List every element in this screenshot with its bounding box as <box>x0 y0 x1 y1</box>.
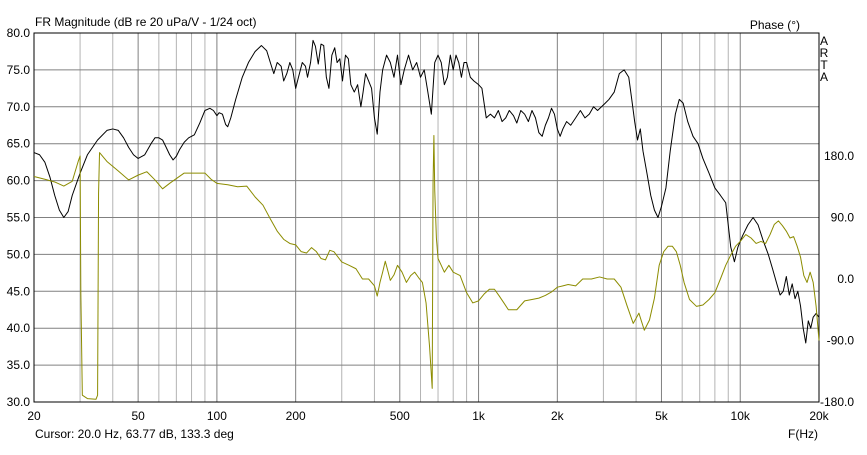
y-tick-label: 30.0 <box>7 395 31 409</box>
x-tick-label: 20k <box>809 409 829 423</box>
y-tick-label: 55.0 <box>7 211 31 225</box>
y-tick-label: 60.0 <box>7 174 31 188</box>
x-tick-label: 100 <box>207 409 227 423</box>
x-axis-ticks: 20 50 100 200 500 1k 2k 5k 10k 20k <box>27 409 829 423</box>
phase-tick-label: 0.0 <box>837 272 854 286</box>
plot-frame <box>33 32 820 403</box>
phase-series-line <box>33 135 820 400</box>
phase-axis-title: Phase (°) <box>750 18 800 32</box>
phase-tick-label: 180.0 <box>824 149 854 163</box>
y-tick-label: 40.0 <box>7 321 31 335</box>
y-tick-label: 80.0 <box>7 26 31 40</box>
x-tick-label: 20 <box>27 409 41 423</box>
x-tick-label: 50 <box>131 409 145 423</box>
magnitude-series-line <box>33 39 820 344</box>
y-tick-label: 45.0 <box>7 284 31 298</box>
x-tick-label: 2k <box>551 409 565 423</box>
x-tick-label: 10k <box>731 409 751 423</box>
cursor-readout: Cursor: 20.0 Hz, 63.77 dB, 133.3 deg <box>35 427 234 441</box>
phase-axis-ticks: 180.0 90.0 0.0 -90.0 -180.0 <box>820 149 854 409</box>
vendor-letter: R <box>820 46 829 60</box>
y-tick-label: 70.0 <box>7 100 31 114</box>
y-axis-ticks: 30.0 35.0 40.0 45.0 50.0 55.0 60.0 65.0 70.0 75.0… <box>7 26 31 409</box>
phase-tick-label: -90.0 <box>827 334 855 348</box>
chart-title: FR Magnitude (dB re 20 uPa/V - 1/24 oct) <box>35 15 256 29</box>
vendor-letter: T <box>820 58 828 72</box>
grid <box>34 33 819 402</box>
y-tick-label: 75.0 <box>7 63 31 77</box>
x-axis-label: F(Hz) <box>788 427 818 441</box>
x-tick-label: 5k <box>655 409 669 423</box>
series-layer <box>33 39 820 400</box>
x-tick-label: 1k <box>472 409 486 423</box>
x-tick-label: 200 <box>286 409 306 423</box>
y-tick-label: 65.0 <box>7 137 31 151</box>
vendor-letter: A <box>820 70 828 84</box>
phase-tick-label: -180.0 <box>820 395 854 409</box>
y-tick-label: 50.0 <box>7 247 31 261</box>
y-tick-label: 35.0 <box>7 358 31 372</box>
phase-tick-label: 90.0 <box>831 211 855 225</box>
x-tick-label: 500 <box>390 409 410 423</box>
vendor-letter: A <box>820 34 828 48</box>
